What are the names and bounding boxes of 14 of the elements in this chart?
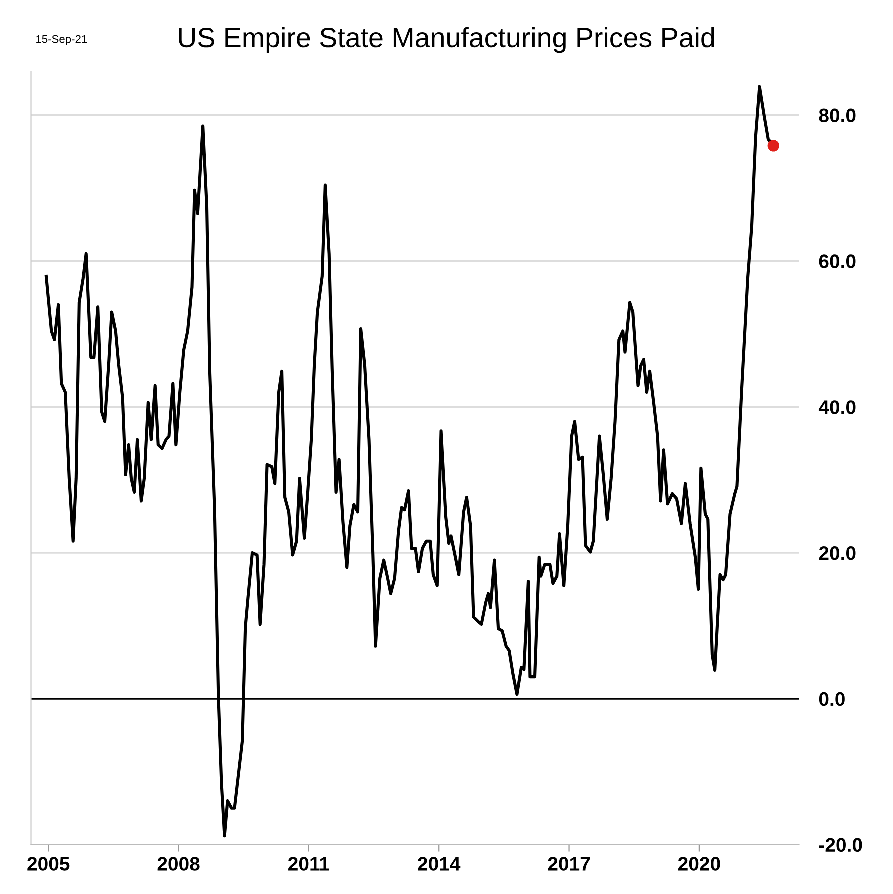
x-tick-label: 2014	[418, 857, 461, 871]
x-tick-label: 2005	[28, 857, 70, 871]
x-tick-label: 2020	[678, 857, 720, 871]
y-tick-label: 80.0	[819, 108, 856, 123]
y-tick-label: 20.0	[819, 546, 856, 560]
y-tick-label: 40.0	[818, 400, 856, 414]
text: 15-Sep-21	[36, 35, 88, 46]
y-tick-label: -20.0	[819, 838, 862, 852]
x-tick-label: 2011	[288, 857, 330, 871]
y-tick-label: 60.0	[819, 254, 856, 268]
x-tick-label: 2017	[548, 857, 590, 871]
chart-title: US Empire State Manufacturing Prices Paid	[179, 27, 714, 54]
y-tick-label: 0.0	[819, 692, 845, 706]
x-tick-label: 2008	[158, 857, 200, 871]
